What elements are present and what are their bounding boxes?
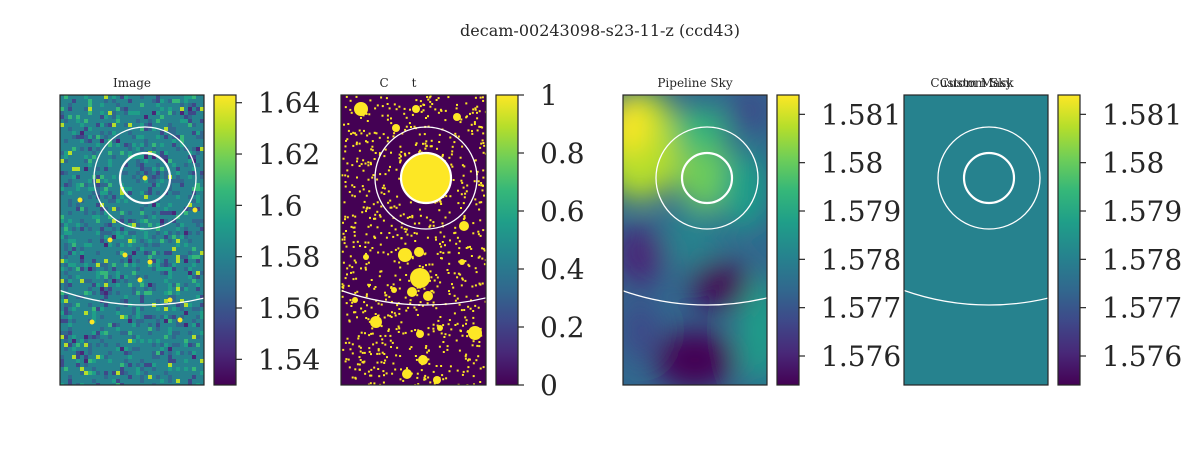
masked-source bbox=[412, 105, 420, 113]
mask-frame bbox=[340, 94, 487, 386]
pipeline-sky-colorbar-ticks: 1.576 1.577 1.578 1.579 1.58 1.581 bbox=[799, 98, 901, 373]
image-heatmap bbox=[60, 95, 204, 385]
panel-pipeline-sky: 1.576 1.577 1.578 1.579 1.58 1.581 bbox=[622, 94, 901, 386]
colorbar-tick-label: 1.579 bbox=[821, 195, 901, 228]
custom-sky-colorbar-ticks: 1.576 1.577 1.578 1.579 1.58 1.581 bbox=[1080, 98, 1182, 373]
colorbar-tick-label: 1.578 bbox=[1102, 243, 1182, 276]
custom-sky-aperture-circles bbox=[904, 126, 1048, 306]
large-radius-circle bbox=[341, 289, 486, 306]
colorbar-tick-label: 1.54 bbox=[258, 343, 320, 376]
panel-title-pipeline-sky: Pipeline Sky bbox=[657, 76, 733, 90]
mask-heatmap bbox=[341, 95, 486, 385]
masked-source bbox=[407, 287, 417, 297]
custom-sky-frame bbox=[903, 94, 1049, 386]
pipeline-sky-heatmap bbox=[623, 95, 767, 385]
panel-title-custom-mask: Custom Mask bbox=[930, 76, 1014, 90]
point-source bbox=[122, 252, 128, 258]
panel-title-image: Image bbox=[113, 76, 151, 90]
pipeline-sky-aperture-circles bbox=[623, 126, 767, 306]
colorbar-tick-label: 1.6 bbox=[258, 189, 303, 222]
colorbar-tick-label: 1.58 bbox=[258, 241, 320, 274]
masked-source bbox=[418, 355, 428, 365]
masked-source bbox=[459, 221, 469, 231]
colorbar-tick-label: 1.576 bbox=[1102, 340, 1182, 373]
custom-sky-heatmap bbox=[904, 95, 1048, 385]
masked-source bbox=[410, 268, 430, 288]
pipeline-sky-frame bbox=[622, 94, 768, 386]
image-colorbar-ticks: 1.54 1.56 1.58 1.6 1.62 1.64 bbox=[236, 87, 320, 376]
annulus-circle bbox=[374, 126, 478, 230]
mask-aperture-circles bbox=[341, 126, 486, 306]
panel-custom-sky: 1.576 1.577 1.578 1.579 1.58 1.581 bbox=[903, 94, 1182, 386]
mask-colorbar-ticks: 0 0.2 0.4 0.6 0.8 1 bbox=[518, 79, 585, 402]
panel-title-custom-sky: Custom Sky bbox=[940, 76, 1013, 90]
custom-sky-colorbar bbox=[1057, 94, 1081, 386]
masked-source bbox=[354, 102, 368, 116]
inner-aperture-circle bbox=[118, 151, 172, 205]
colorbar-tick-label: 1.579 bbox=[1102, 195, 1182, 228]
colorbar-tick-label: 1.576 bbox=[821, 340, 901, 373]
annulus-circle bbox=[655, 126, 759, 230]
large-radius-circle bbox=[904, 289, 1048, 306]
colorbar-tick-label: 0.8 bbox=[540, 137, 585, 170]
inner-aperture-circle bbox=[962, 151, 1016, 205]
masked-source bbox=[392, 124, 400, 132]
panel-mask: 0 0.2 0.4 0.6 0.8 1 bbox=[340, 79, 585, 402]
colorbar-tick-label: 1.578 bbox=[821, 243, 901, 276]
masked-source bbox=[370, 316, 382, 328]
point-source bbox=[142, 175, 148, 181]
image-colorbar bbox=[213, 94, 237, 386]
custom-sky-constant-fill bbox=[904, 95, 1048, 385]
masked-source bbox=[402, 369, 412, 379]
colorbar-tick-label: 0.4 bbox=[540, 253, 585, 286]
masked-source bbox=[414, 247, 424, 257]
point-source bbox=[147, 259, 153, 265]
point-source bbox=[107, 237, 113, 243]
colorbar-tick-label: 1.581 bbox=[821, 98, 901, 131]
masked-source bbox=[416, 330, 424, 338]
panel-title-mask: C t bbox=[380, 76, 417, 90]
large-radius-circle bbox=[623, 290, 767, 306]
large-radius-circle bbox=[60, 289, 204, 306]
colorbar-tick-label: 1.56 bbox=[258, 292, 320, 325]
point-source bbox=[77, 197, 83, 203]
masked-source bbox=[391, 287, 397, 293]
point-source bbox=[177, 317, 183, 323]
colorbar-tick-label: 0.6 bbox=[540, 195, 585, 228]
masked-source bbox=[363, 254, 369, 260]
masked-source bbox=[437, 325, 443, 331]
point-source bbox=[192, 207, 198, 213]
panel-image: 1.54 1.56 1.58 1.6 1.62 1.64 bbox=[59, 87, 320, 386]
colorbar-tick-label: 1.58 bbox=[1102, 147, 1164, 180]
masked-source bbox=[468, 326, 482, 340]
image-aperture-circles bbox=[60, 126, 204, 306]
colorbar-tick-label: 0 bbox=[540, 369, 558, 402]
mask-colorbar bbox=[495, 94, 519, 386]
colorbar-tick-label: 1.64 bbox=[258, 87, 320, 120]
colorbar-tick-label: 1.581 bbox=[1102, 98, 1182, 131]
colorbar-tick-label: 0.2 bbox=[540, 311, 585, 344]
colorbar-tick-label: 1.577 bbox=[1102, 292, 1182, 325]
point-source bbox=[89, 319, 95, 325]
image-frame bbox=[59, 94, 205, 386]
colorbar-tick-label: 1.62 bbox=[258, 138, 320, 171]
annulus-circle bbox=[93, 126, 197, 230]
pipeline-sky-colorbar bbox=[776, 94, 800, 386]
masked-source bbox=[352, 297, 358, 303]
masked-source bbox=[453, 113, 461, 121]
colorbar-tick-label: 1.577 bbox=[821, 292, 901, 325]
inner-aperture-circle bbox=[680, 151, 734, 205]
masked-source bbox=[423, 291, 433, 301]
colorbar-tick-label: 1.58 bbox=[821, 147, 883, 180]
masked-source bbox=[398, 248, 412, 262]
point-source bbox=[167, 297, 173, 303]
annulus-circle bbox=[937, 126, 1041, 230]
masked-source bbox=[433, 376, 441, 384]
mask-central-source bbox=[399, 151, 453, 205]
masked-source bbox=[459, 259, 465, 265]
point-source bbox=[137, 277, 143, 283]
colorbar-tick-label: 1 bbox=[540, 79, 558, 112]
figure-title: decam-00243098-s23-11-z (ccd43) bbox=[460, 21, 740, 40]
